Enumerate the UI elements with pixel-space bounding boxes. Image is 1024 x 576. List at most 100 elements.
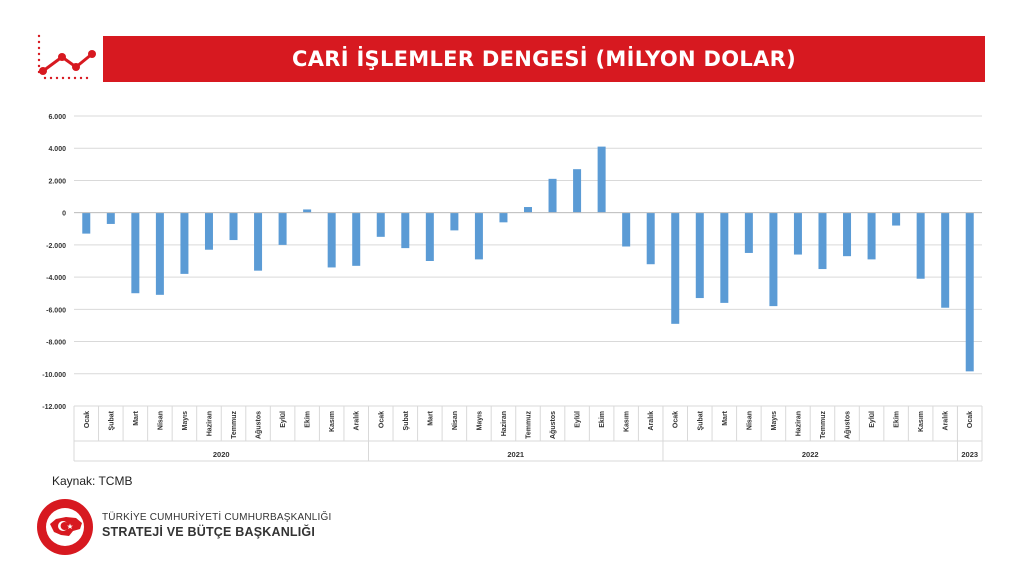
bar [303,209,312,213]
x-category-label: Kasım [624,411,631,432]
x-category-label: Aralık [648,411,655,431]
x-category-label: Ekim [305,411,312,428]
x-category-label: Mayıs [771,411,778,431]
year-label: 2023 [961,450,978,459]
institution-seal-logo [37,499,93,555]
bar [695,212,704,299]
y-tick-label: -12.000 [42,404,66,411]
x-category-label: Şubat [403,410,410,430]
x-category-label: Temmuz [231,411,238,439]
bar [867,212,876,260]
x-category-label: Ağustos [256,411,263,439]
x-category-label: Ağustos [845,411,852,439]
grid-lines [74,115,982,407]
x-category-label: Şubat [697,410,704,430]
x-category-label: Ekim [894,411,901,428]
x-category-label: Mayıs [476,411,483,431]
org-name-line1: TÜRKİYE CUMHURİYETİ CUMHURBAŞKANLIĞI [102,512,332,523]
bar [352,212,361,266]
bar [744,212,753,253]
bar [892,212,901,226]
bar [597,146,606,213]
trend-chart-icon [37,34,96,80]
y-tick-label: -4.000 [46,275,66,282]
x-category-label: Mart [133,410,140,425]
x-category-label: Ocak [967,411,974,428]
bar [941,212,950,308]
x-category-label: Kasım [329,411,336,432]
x-category-label: Temmuz [526,411,533,439]
y-tick-label: -10.000 [42,372,66,379]
bar [254,212,263,271]
x-category-label: Kasım [918,411,925,432]
x-category-label: Mayıs [182,411,189,431]
x-category-label: Haziran [795,411,802,436]
bar [425,212,434,261]
bar [573,169,582,213]
source-note: Kaynak: TCMB [52,474,133,488]
x-category-label: Aralık [943,411,950,431]
bar [278,212,287,245]
x-category-label: Ocak [378,411,385,428]
y-tick-label: 4.000 [48,146,66,153]
x-category-label: Mart [427,410,434,425]
x-category-label: Temmuz [820,411,827,439]
bar [82,212,91,234]
bar [106,212,115,224]
bar [646,212,655,265]
bar [376,212,385,237]
bar [720,212,729,303]
y-tick-label: 6.000 [48,114,66,121]
bar [818,212,827,270]
year-label: 2020 [213,450,230,459]
bar [916,212,925,279]
bar [793,212,802,255]
x-category-label: Haziran [206,411,213,436]
y-tick-label: -8.000 [46,340,66,347]
x-category-label: Mart [722,410,729,425]
bar [180,212,189,274]
bar [671,212,680,324]
axis-labels: 6.000 4.000 2.000 0 -2.000 -4.000 -6.000 -8.000… [42,114,978,459]
bar [131,212,140,294]
bar [450,212,459,231]
year-label: 2021 [507,450,524,459]
x-category-label: Ağustos [550,411,557,439]
y-tick-label: 0 [62,211,66,218]
bar [965,212,974,372]
bar [499,212,508,223]
bar [155,212,164,295]
bar [229,212,238,241]
org-name-line2: STRATEJİ VE BÜTÇE BAŞKANLIĞI [102,525,316,539]
chart-title: CARİ İŞLEMLER DENGESİ (MİLYON DOLAR) [291,47,796,71]
title-bar: CARİ İŞLEMLER DENGESİ (MİLYON DOLAR) [103,36,985,82]
x-category-label: Haziran [501,411,508,436]
y-tick-label: -2.000 [46,243,66,250]
x-category-label: Nisan [157,411,164,430]
x-category-label: Şubat [108,410,115,430]
bar [401,212,410,249]
bar [769,212,778,307]
bar [843,212,852,257]
x-category-label: Eylül [575,411,582,428]
y-tick-label: -6.000 [46,307,66,314]
bar [474,212,483,260]
bar [622,212,631,247]
bars [82,146,974,372]
x-category-label: Ekim [599,411,606,428]
year-label: 2022 [802,450,819,459]
bar [548,178,557,213]
bar-chart: 6.000 4.000 2.000 0 -2.000 -4.000 -6.000 -8.000… [42,114,983,462]
bar [204,212,213,250]
bar [327,212,336,268]
bar [524,207,532,213]
x-category-label: Nisan [452,411,459,430]
x-category-label: Aralık [354,411,361,431]
x-category-label: Ocak [84,411,91,428]
x-category-label: Eylül [869,411,876,428]
x-category-label: Eylül [280,411,287,428]
x-category-label: Nisan [746,411,753,430]
x-category-label: Ocak [673,411,680,428]
y-tick-label: 2.000 [48,178,66,185]
axes [73,212,983,462]
